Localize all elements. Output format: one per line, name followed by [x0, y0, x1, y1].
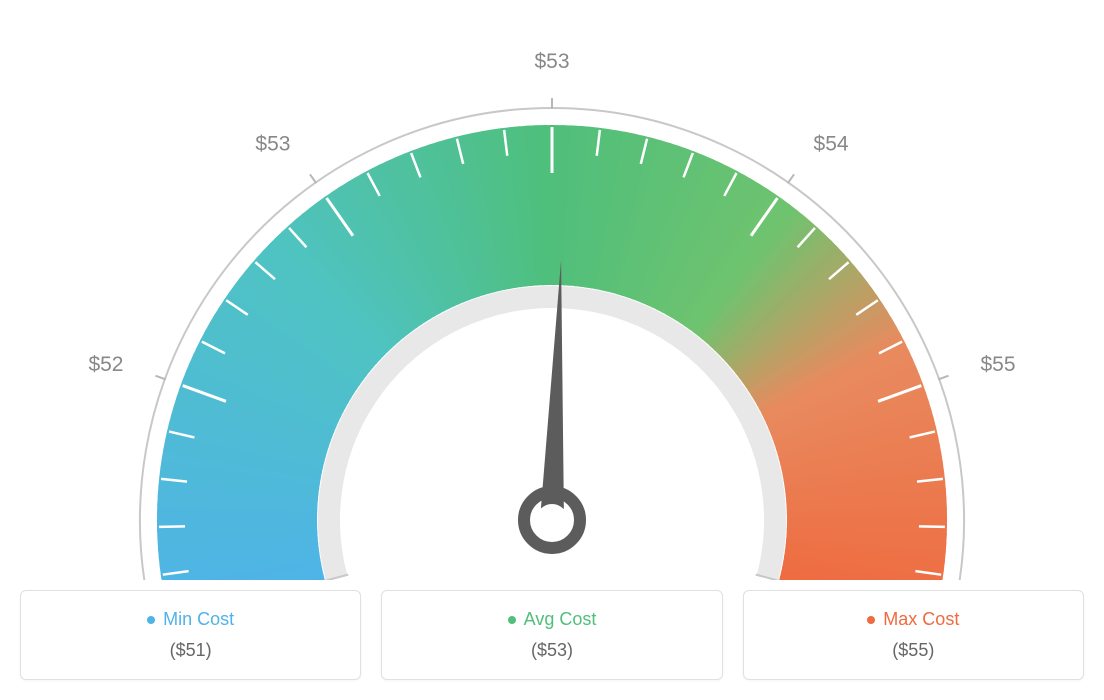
svg-text:$52: $52	[88, 353, 123, 376]
legend-card-avg: Avg Cost ($53)	[381, 590, 722, 680]
legend-dot-avg	[508, 616, 516, 624]
legend-value-avg: ($53)	[394, 640, 709, 661]
legend-value-max: ($55)	[756, 640, 1071, 661]
legend-value-min: ($51)	[33, 640, 348, 661]
legend-dot-max	[867, 616, 875, 624]
legend-label-max: Max Cost	[883, 609, 959, 630]
svg-text:$54: $54	[814, 132, 849, 155]
legend-card-max: Max Cost ($55)	[743, 590, 1084, 680]
legend-dot-min	[147, 616, 155, 624]
cost-gauge: $51$52$53$53$54$55$55	[20, 20, 1084, 580]
legend-label-avg: Avg Cost	[524, 609, 597, 630]
legend: Min Cost ($51) Avg Cost ($53) Max Cost (…	[20, 590, 1084, 680]
svg-text:$53: $53	[255, 132, 290, 155]
legend-label-min: Min Cost	[163, 609, 234, 630]
svg-text:$55: $55	[980, 353, 1015, 376]
svg-text:$53: $53	[534, 50, 569, 73]
legend-card-min: Min Cost ($51)	[20, 590, 361, 680]
